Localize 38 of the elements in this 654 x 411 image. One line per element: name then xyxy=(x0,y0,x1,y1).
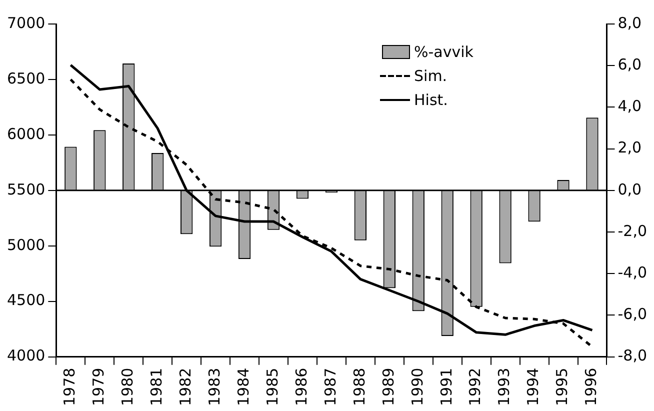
x-tick-label: 1994 xyxy=(524,368,542,406)
x-tick-label: 1991 xyxy=(437,368,456,406)
y2-tick-label: 4,0 xyxy=(618,97,642,116)
x-tick-label: 1984 xyxy=(234,368,252,406)
y2-tick-label: -8,0 xyxy=(618,346,648,365)
x-tick-label: 1979 xyxy=(90,368,108,406)
y2-tick-label: 6,0 xyxy=(618,55,642,74)
legend-label: Sim. xyxy=(414,67,448,85)
x-tick-label: 1995 xyxy=(553,368,572,406)
y2-tick-label: -2,0 xyxy=(618,222,648,240)
x-tick-label: 1981 xyxy=(147,368,166,406)
x-tick-label: 1993 xyxy=(495,368,514,406)
y-tick-label: 5500 xyxy=(6,180,46,198)
x-tick-label: 1988 xyxy=(350,368,368,406)
x-tick-label: 1982 xyxy=(176,368,194,406)
y-tick-label: 6500 xyxy=(6,69,46,88)
x-tick-label: 1990 xyxy=(408,368,426,406)
x-tick-label: 1983 xyxy=(205,368,224,406)
y-tick-label: 4500 xyxy=(6,291,46,310)
y-tick-label: 4000 xyxy=(6,346,46,365)
x-tick-label: 1989 xyxy=(379,368,398,406)
legend-label: Hist. xyxy=(414,91,448,109)
x-tick-label: 1996 xyxy=(582,368,600,406)
y2-tick-label: 0,0 xyxy=(618,180,642,198)
x-tick-label: 1986 xyxy=(292,368,310,406)
x-tick-label: 1978 xyxy=(60,368,79,406)
y2-tick-label: -6,0 xyxy=(618,305,648,324)
legend-label: %-avvik xyxy=(414,43,474,61)
y2-tick-label: 2,0 xyxy=(618,138,642,157)
y-tick-label: 7000 xyxy=(6,14,46,32)
y2-tick-label: 8,0 xyxy=(618,14,642,32)
x-tick-label: 1985 xyxy=(263,368,282,406)
y-tick-label: 6000 xyxy=(6,124,46,143)
y2-tick-label: -4,0 xyxy=(618,264,648,282)
x-tick-label: 1980 xyxy=(118,368,137,406)
y-tick-label: 5000 xyxy=(6,236,46,254)
x-tick-label: 1987 xyxy=(321,368,340,406)
x-tick-label: 1992 xyxy=(466,368,484,406)
